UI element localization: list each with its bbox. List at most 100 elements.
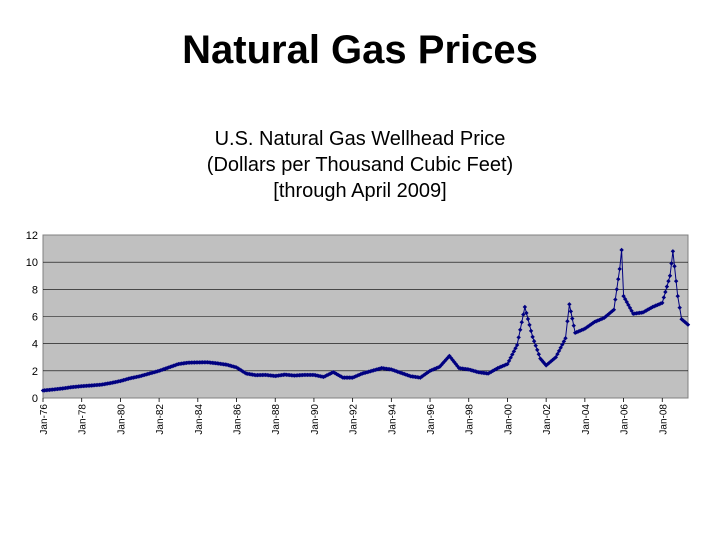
- x-tick-label: Jan-02: [542, 404, 553, 435]
- x-tick-label: Jan-04: [581, 404, 592, 435]
- data-point: [666, 278, 671, 284]
- data-point: [675, 293, 680, 299]
- data-point: [626, 302, 631, 308]
- x-tick-label: Jan-98: [465, 404, 476, 435]
- data-point: [560, 342, 565, 347]
- data-point: [682, 319, 688, 325]
- series-wellhead-price: [40, 247, 691, 393]
- x-tick-label: Jan-96: [426, 404, 437, 435]
- x-tick-label: Jan-00: [503, 404, 514, 435]
- slide-title: Natural Gas Prices: [182, 28, 538, 72]
- x-axis-ticks: Jan-76 Jan-78 Jan-80 Jan-82 Jan-84 Jan-86 Jan-…: [39, 398, 669, 435]
- data-point: [677, 305, 682, 310]
- x-tick-label: Jan-78: [78, 404, 89, 435]
- x-tick-label: Jan-92: [349, 404, 360, 435]
- data-point: [581, 327, 586, 332]
- x-tick-label: Jan-76: [39, 404, 50, 435]
- data-point: [589, 321, 594, 327]
- data-point: [522, 304, 528, 310]
- y-tick-label: 4: [32, 339, 38, 351]
- x-tick-label: Jan-08: [658, 404, 669, 435]
- data-point: [510, 352, 515, 357]
- data-point: [533, 343, 538, 348]
- data-point: [234, 365, 239, 370]
- x-tick-label: Jan-94: [387, 404, 398, 435]
- chart-title-block: U.S. Natural Gas Wellhead Price (Dollars…: [0, 126, 720, 204]
- data-point: [579, 327, 584, 333]
- data-point: [673, 278, 679, 284]
- data-point: [577, 328, 583, 333]
- y-axis-ticks: 0 2 4 6 8 10 12: [26, 230, 38, 405]
- data-point: [685, 322, 691, 327]
- data-point: [663, 289, 668, 295]
- data-point: [561, 339, 567, 344]
- data-point: [528, 328, 534, 334]
- data-point: [650, 304, 655, 310]
- x-tick-label: Jan-82: [155, 404, 166, 435]
- data-point: [530, 334, 535, 340]
- data-point: [608, 310, 613, 315]
- y-tick-label: 6: [32, 312, 38, 324]
- data-point: [613, 297, 618, 302]
- data-point: [624, 299, 629, 305]
- data-point: [645, 307, 650, 312]
- data-point: [667, 273, 673, 278]
- data-point: [565, 319, 570, 324]
- data-point: [570, 316, 575, 321]
- data-point: [642, 309, 647, 314]
- data-point: [684, 321, 689, 326]
- data-point: [563, 336, 568, 341]
- data-point: [525, 316, 531, 322]
- data-point: [643, 308, 649, 313]
- data-point: [681, 318, 686, 323]
- data-point: [553, 355, 559, 360]
- data-point: [603, 314, 609, 319]
- data-point: [505, 361, 510, 367]
- data-point: [506, 358, 512, 364]
- data-point: [543, 363, 549, 368]
- data-point: [536, 352, 541, 357]
- data-point: [568, 309, 574, 314]
- data-point: [511, 349, 517, 354]
- data-point: [524, 310, 529, 316]
- data-point: [669, 261, 674, 266]
- data-point: [660, 300, 665, 306]
- data-point: [542, 361, 547, 366]
- y-tick-label: 8: [32, 284, 38, 296]
- x-tick-label: Jan-80: [116, 404, 127, 435]
- x-tick-label: Jan-84: [194, 404, 205, 435]
- data-point: [602, 315, 607, 321]
- data-point: [598, 317, 604, 322]
- data-point: [661, 295, 667, 300]
- data-point: [518, 327, 523, 333]
- data-point: [531, 339, 537, 344]
- data-point: [516, 335, 521, 340]
- data-point: [527, 322, 532, 328]
- data-point: [567, 302, 572, 307]
- chart-title: U.S. Natural Gas Wellhead Price: [214, 128, 506, 150]
- data-point: [514, 342, 520, 348]
- data-point: [535, 347, 540, 353]
- data-point: [519, 320, 524, 325]
- data-point: [629, 308, 634, 314]
- data-point: [621, 293, 626, 299]
- y-tick-label: 10: [26, 257, 38, 269]
- data-point: [605, 312, 610, 318]
- data-point: [640, 310, 646, 315]
- data-point: [541, 359, 546, 365]
- data-point: [664, 284, 670, 289]
- data-point: [558, 345, 563, 350]
- data-point: [555, 351, 560, 357]
- data-point: [600, 316, 605, 321]
- x-tick-label: Jan-90: [310, 404, 321, 435]
- data-point: [611, 307, 617, 312]
- data-point: [584, 325, 589, 330]
- y-tick-label: 2: [32, 366, 38, 378]
- x-tick-label: Jan-06: [620, 404, 631, 435]
- data-point: [622, 296, 628, 302]
- x-tick-label: Jan-86: [233, 404, 244, 435]
- data-point: [616, 276, 621, 282]
- data-point: [614, 287, 619, 292]
- data-point: [672, 264, 677, 269]
- x-tick-label: Jan-88: [271, 404, 282, 435]
